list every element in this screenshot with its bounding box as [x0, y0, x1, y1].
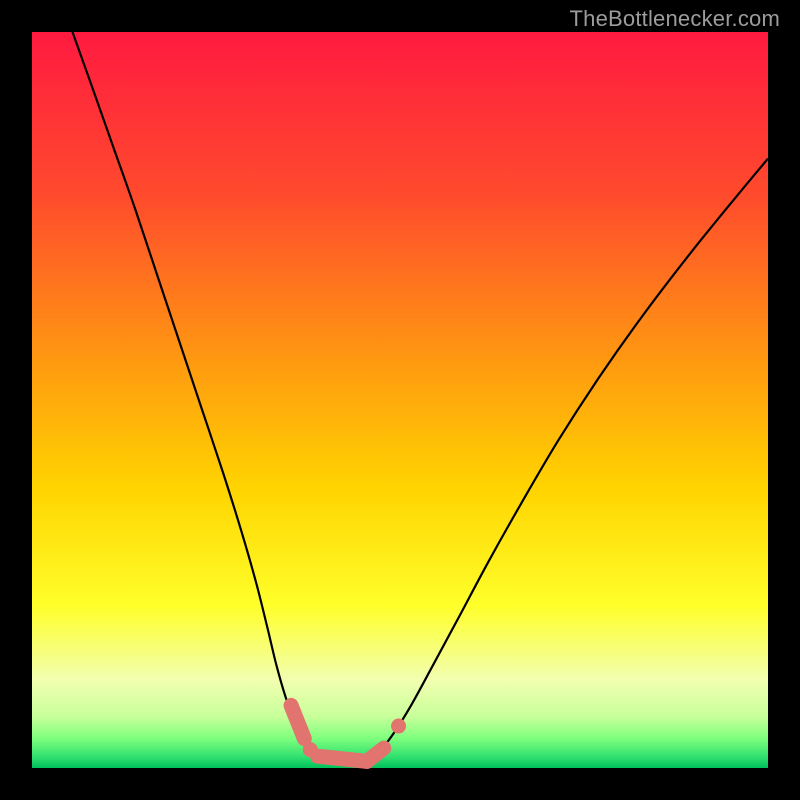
bottleneck-curve-chart [0, 0, 800, 800]
watermark-text: TheBottlenecker.com [570, 6, 780, 32]
sweet-spot-segment [367, 748, 384, 761]
sweet-spot-dot [391, 719, 406, 734]
plot-background [32, 32, 768, 768]
